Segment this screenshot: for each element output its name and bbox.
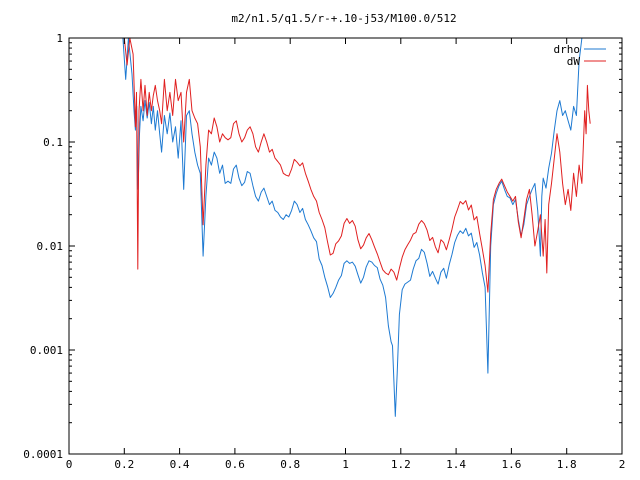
x-tick-label: 0 [66,458,73,471]
legend-label-dw: dW [567,55,581,68]
x-tick-label: 0.4 [170,458,190,471]
x-tick-label: 0.8 [280,458,300,471]
y-tick-label: 0.1 [43,136,63,149]
x-tick-label: 1.6 [501,458,521,471]
series-layer [122,37,591,417]
series-line-dw [123,37,591,293]
x-tick-label: 0.6 [225,458,245,471]
x-tick-label: 1.8 [557,458,577,471]
x-tick-label: 1.2 [391,458,411,471]
legend: drho dW [554,43,606,68]
legend-label-drho: drho [554,43,581,56]
y-tick-label: 1 [56,32,63,45]
y-tick-label: 0.01 [37,240,64,253]
axes-layer: 0 0.2 0.4 0.6 0.8 1 1.2 1.4 1.6 1.8 2 1 0.1 0.01 0.001… [23,32,625,471]
y-tick-label: 0.0001 [23,448,63,461]
x-tick-label: 1 [342,458,349,471]
x-tick-label: 0.2 [114,458,134,471]
chart-title: m2/n1.5/q1.5/r-+.10-j53/M100.0/512 [231,12,456,25]
y-tick-label: 0.001 [30,344,63,357]
series-line-drho [122,37,583,417]
plot-frame [68,37,623,455]
x-tick-label: 2 [619,458,626,471]
x-tick-label: 1.4 [446,458,466,471]
